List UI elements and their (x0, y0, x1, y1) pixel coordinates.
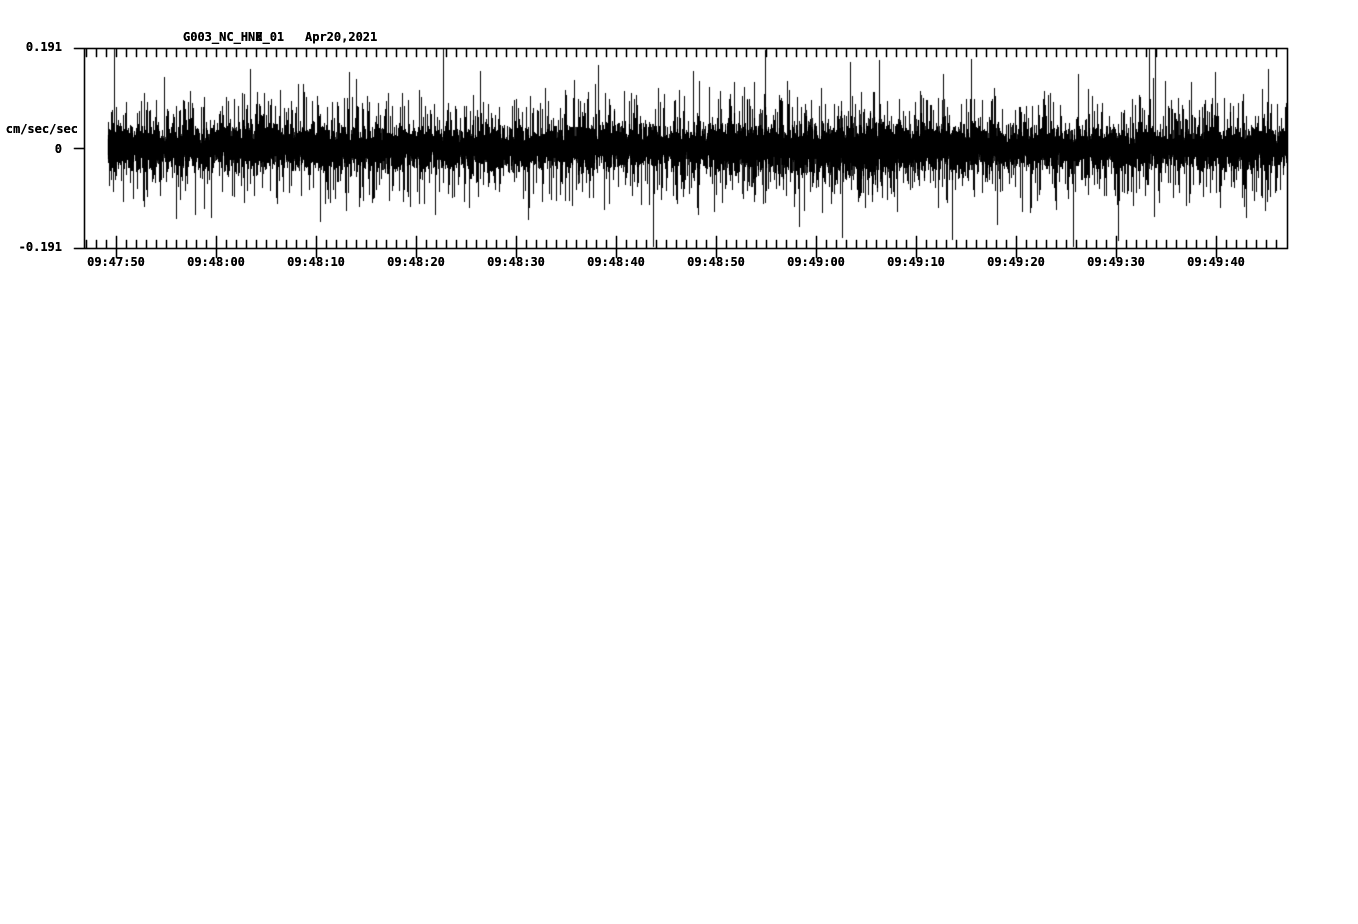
y-axis-units-label: cm/sec/sec (5, 122, 78, 136)
x-axis-tick-label: 09:48:20 (387, 255, 445, 269)
x-axis-tick-label: 09:48:10 (287, 255, 345, 269)
y-axis-max-label: 0.191 (25, 40, 62, 54)
trace-date: Apr20,2021 (305, 30, 378, 44)
seismogram-panel-hnz: G003_NC_HNZ_01 Apr20,2021 0.191 cm/sec/s… (0, 0, 1358, 285)
x-axis-tick-label: 09:49:30 (1087, 255, 1145, 269)
x-axis-tick-label: 09:49:40 (1187, 255, 1245, 269)
x-axis-tick-label: 09:48:50 (687, 255, 745, 269)
x-axis-tick-label: 09:48:40 (587, 255, 645, 269)
x-axis-tick-label: 09:49:20 (987, 255, 1045, 269)
x-axis-tick-label: 09:49:00 (787, 255, 845, 269)
y-axis-min-label: -0.191 (18, 240, 62, 254)
waveform-canvas-hnz (0, 0, 1358, 285)
x-axis-tick-label: 09:49:10 (887, 255, 945, 269)
trace-title: G003_NC_HNZ_01 (183, 30, 285, 44)
y-axis-zero-label: 0 (54, 142, 62, 156)
x-axis-tick-label: 09:48:00 (187, 255, 245, 269)
x-axis-tick-label: 09:48:30 (487, 255, 545, 269)
x-axis-tick-label: 09:47:50 (87, 255, 145, 269)
